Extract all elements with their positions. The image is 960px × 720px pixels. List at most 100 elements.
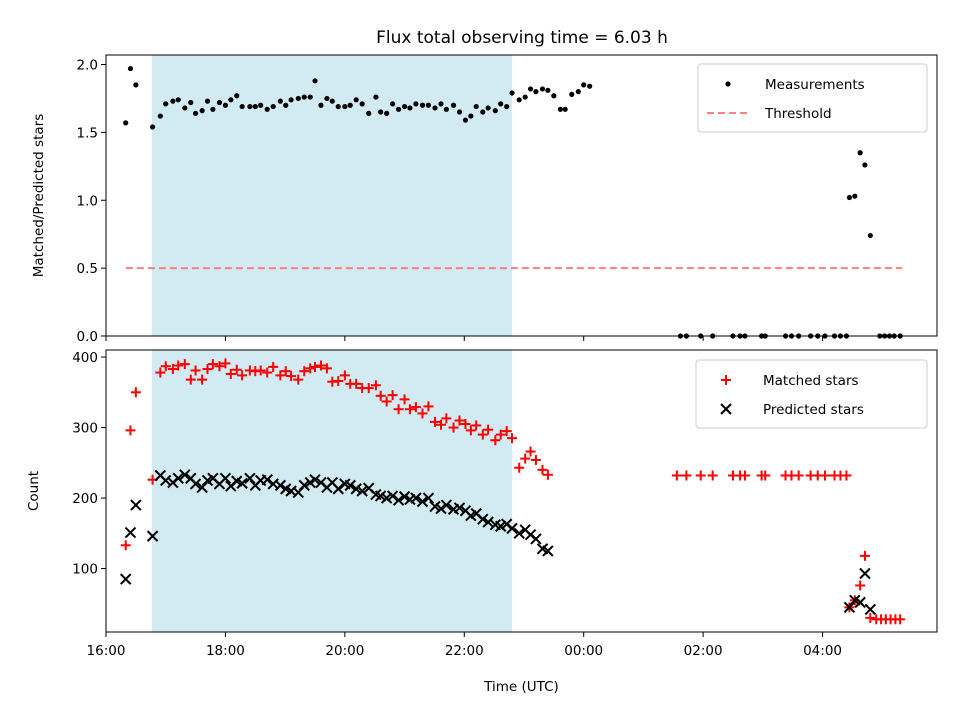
legend-threshold-label: Threshold: [764, 106, 832, 122]
measurement-point: [562, 106, 568, 112]
measurement-point: [533, 89, 539, 95]
matched-point: [202, 364, 213, 375]
count-panel: 16:00 18:00 20:00 22:00 00:00 02:00 04:00 100 20…: [26, 349, 938, 695]
matched-point: [214, 361, 225, 372]
matched-point: [695, 470, 706, 481]
measurement-point: [492, 108, 498, 114]
measurement-point: [539, 86, 546, 92]
matched-point: [793, 470, 804, 481]
measurement-point: [239, 103, 245, 110]
y-tick-label: 1.0: [77, 193, 98, 209]
matched-point: [865, 612, 876, 623]
matched-point: [333, 376, 344, 387]
matched-point: [530, 454, 541, 465]
measurement-point: [407, 105, 413, 111]
predicted-point: [542, 545, 554, 557]
measurement-point: [175, 97, 181, 103]
matched-point: [207, 359, 218, 370]
measurement-point: [264, 106, 270, 112]
matched-point: [305, 363, 316, 374]
measurement-point: [283, 102, 289, 108]
measurement-point: [438, 101, 444, 107]
y-tick-label: 2.0: [77, 58, 98, 74]
measurement-point: [395, 106, 402, 112]
measurement-point: [480, 109, 486, 115]
matched-point: [173, 360, 184, 371]
matched-point: [454, 415, 465, 426]
predicted-point: [410, 492, 422, 504]
x-tick-label: 02:00: [684, 643, 723, 659]
measurement-point: [210, 106, 216, 112]
matched-point: [387, 390, 398, 401]
measurement-point: [127, 65, 134, 72]
matched-point: [855, 580, 866, 591]
y-tick-label: 400: [72, 350, 98, 366]
measurement-point: [846, 194, 853, 201]
predicted-point: [356, 485, 368, 497]
matched-point: [819, 470, 830, 481]
legend-measurements-label: Measurements: [765, 77, 865, 93]
predicted-point: [494, 520, 507, 532]
measurement-point: [443, 106, 449, 112]
matched-point: [495, 429, 506, 440]
matched-point: [321, 363, 332, 374]
matched-point: [460, 419, 471, 430]
matched-point: [895, 614, 906, 625]
predicted-point: [416, 495, 429, 508]
measurement-point: [867, 232, 873, 239]
matched-point: [707, 470, 718, 481]
predicted-point: [196, 481, 208, 494]
top-y-axis: 0.0 0.5 1.0 1.5 2.0: [77, 58, 824, 345]
predicted-point: [219, 472, 232, 485]
legend-plus-glyph: [721, 375, 731, 385]
matched-point: [179, 359, 190, 370]
predicted-point: [380, 492, 393, 504]
top-plot-frame: [105, 54, 938, 337]
measurement-point: [277, 98, 283, 104]
measurement-point: [216, 99, 223, 106]
matched-point: [441, 413, 452, 424]
measurement-point: [347, 102, 353, 108]
matched-point: [841, 470, 852, 481]
matched-point: [339, 370, 350, 381]
measurement-point: [390, 101, 396, 107]
x-tick-label: 18:00: [206, 643, 245, 659]
predicted-point: [398, 490, 411, 503]
measurement-point: [258, 102, 264, 108]
measurement-point: [353, 97, 359, 103]
matched-point: [507, 433, 518, 444]
matched-point: [514, 462, 525, 473]
predicted-point: [506, 522, 518, 535]
predicted-point: [429, 500, 441, 513]
matched-stars-series: [120, 358, 906, 625]
measurement-point: [522, 94, 528, 100]
matched-point: [739, 470, 750, 481]
measurement-point: [199, 108, 205, 114]
measurement-point: [270, 103, 276, 110]
measurement-point: [504, 103, 510, 110]
matched-point: [167, 364, 178, 375]
matched-point: [130, 387, 141, 398]
measurement-point: [575, 89, 581, 95]
measurement-point: [312, 78, 318, 84]
matched-point: [417, 408, 428, 419]
bottom-legend: Matched stars Predicted stars: [695, 359, 928, 429]
matched-point: [190, 365, 201, 376]
bottom-legend-frame: [695, 359, 928, 429]
predicted-point: [179, 469, 191, 481]
matched-point: [490, 435, 501, 446]
matched-point: [315, 360, 326, 371]
matched-point: [483, 424, 494, 435]
matched-point: [404, 404, 415, 415]
matched-point: [280, 366, 291, 377]
x-tick-label: 00:00: [564, 643, 603, 659]
measurement-point: [462, 117, 469, 123]
measurement-point: [307, 94, 313, 100]
measurement-point: [182, 105, 188, 111]
matched-point: [309, 361, 320, 372]
predicted-point: [309, 474, 321, 486]
matched-point: [671, 470, 682, 481]
predicted-point: [160, 474, 172, 487]
x-tick-label: 04:00: [803, 643, 842, 659]
predicted-point: [482, 516, 494, 528]
